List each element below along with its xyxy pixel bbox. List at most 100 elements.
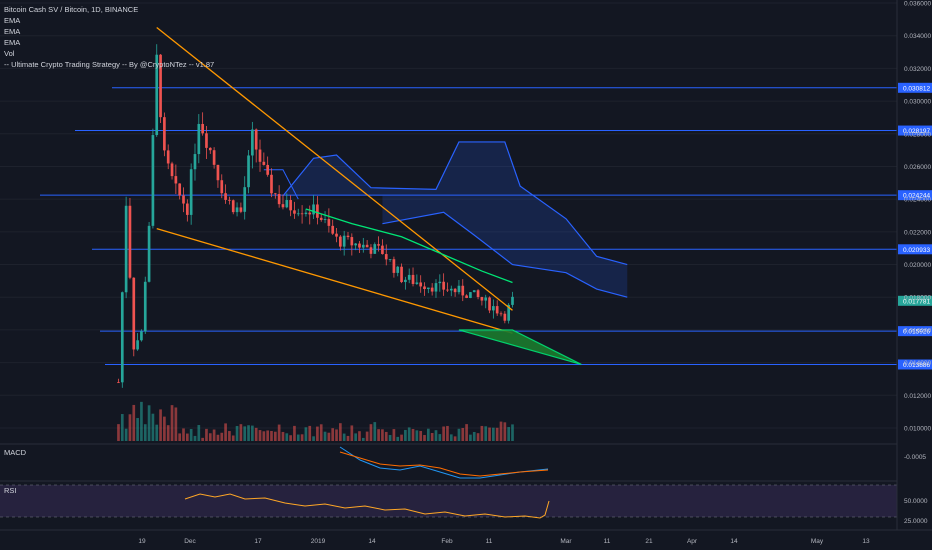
legend-ema-2[interactable]: EMA xyxy=(4,27,21,36)
volume-bar xyxy=(312,436,315,441)
legend-ema-3[interactable]: EMA xyxy=(4,38,21,47)
candle-body xyxy=(484,297,488,301)
y-tick-label: 0.016000 xyxy=(904,327,931,334)
chart-legend: Bitcoin Cash SV / Bitcoin, 1D, BINANCE E… xyxy=(4,4,214,70)
level-tag-label: 0.013886 xyxy=(903,362,930,369)
candle-body xyxy=(247,155,250,188)
macd-pane-label[interactable]: MACD xyxy=(4,448,27,457)
rsi-tick-label: 50.0000 xyxy=(904,498,928,505)
candle-body xyxy=(438,281,442,284)
candle-body xyxy=(503,313,507,321)
candle-body xyxy=(423,286,426,290)
cloud-lower-line xyxy=(382,211,628,298)
candle-body xyxy=(193,154,197,170)
legend-title[interactable]: Bitcoin Cash SV / Bitcoin, 1D, BINANCE xyxy=(4,5,139,14)
volume-bar xyxy=(231,435,235,441)
candle-body xyxy=(446,289,449,291)
candle-body xyxy=(442,281,445,290)
candle-body xyxy=(400,266,403,283)
candle-body xyxy=(174,176,178,184)
candle-body xyxy=(120,292,124,383)
volume-bar xyxy=(243,426,247,441)
candle-body xyxy=(384,254,388,260)
ema-line xyxy=(305,208,513,284)
candle-body xyxy=(499,313,503,315)
cloud-upper-line xyxy=(282,141,628,266)
y-tick-label: 0.010000 xyxy=(904,426,931,433)
candle-body xyxy=(388,259,392,260)
trendline-lower xyxy=(156,227,513,334)
candle-body xyxy=(170,163,174,177)
candle-body xyxy=(507,304,511,321)
price-axis[interactable]: 0.036000 0.034000 0.032000 0.030000 0.028000… xyxy=(896,0,931,530)
volume-bars xyxy=(117,401,514,441)
x-tick-label: Feb xyxy=(441,538,453,545)
volume-bar xyxy=(308,425,312,441)
volume-bar xyxy=(411,428,415,441)
volume-bar xyxy=(151,413,155,441)
candle-body xyxy=(354,243,357,246)
rsi-pane-label[interactable]: RSI xyxy=(4,486,17,495)
candle-body xyxy=(201,123,204,134)
candle-body xyxy=(434,283,438,292)
volume-bar xyxy=(235,425,239,441)
volume-bar xyxy=(300,434,304,441)
volume-bar xyxy=(361,437,365,441)
y-tick-label: 0.014000 xyxy=(904,360,931,367)
candle-body xyxy=(411,274,415,284)
level-tag-label: 0.015926 xyxy=(903,329,930,336)
volume-bar xyxy=(262,431,266,441)
volume-bar xyxy=(197,425,201,441)
cloud-band xyxy=(263,141,628,298)
legend-strategy[interactable]: -- Ultimate Crypto Trading Strategy -- B… xyxy=(4,60,215,69)
candle-body xyxy=(270,174,273,194)
volume-bar xyxy=(480,425,484,441)
volume-bar xyxy=(128,414,132,441)
candle-body xyxy=(461,285,465,296)
indicator-panes: -0.0005 50.0000 25.0000 xyxy=(0,443,928,525)
legend-ema-1[interactable]: EMA xyxy=(4,16,21,25)
y-tick-label: 0.034000 xyxy=(904,33,931,40)
candle-body xyxy=(312,204,315,215)
level-tag xyxy=(898,326,932,337)
horizontal-levels: 0.030812 0.028197 0.024244 0.020933 0.015926… xyxy=(40,82,932,370)
time-axis[interactable]: 19 Dec 17 2019 14 Feb 11 Mar 11 21 Apr 14 May 13 xyxy=(0,529,932,545)
x-tick-label: 2019 xyxy=(311,538,326,545)
volume-bar xyxy=(277,424,281,441)
volume-bar xyxy=(457,428,461,441)
volume-bar xyxy=(453,436,457,441)
y-tick-label: 0.026000 xyxy=(904,164,931,171)
candle-body xyxy=(469,292,472,298)
candle-body xyxy=(262,161,266,165)
rsi-line xyxy=(184,493,550,519)
level-tag-label: 0.024244 xyxy=(903,193,930,200)
volume-bar xyxy=(189,428,193,441)
volume-bar xyxy=(358,431,361,441)
volume-bar xyxy=(377,429,380,441)
candle-body xyxy=(415,282,419,284)
volume-bar xyxy=(319,424,323,441)
macd-signal-line xyxy=(339,451,549,477)
candle-body xyxy=(258,149,262,162)
candle-body xyxy=(285,200,289,208)
candle-body xyxy=(319,217,323,220)
volume-bar xyxy=(285,433,289,441)
volume-bar xyxy=(492,427,495,441)
candle-body xyxy=(472,290,476,293)
volume-bar xyxy=(339,423,342,441)
volume-bar xyxy=(293,425,296,441)
candle-body xyxy=(136,340,139,350)
volume-bar xyxy=(503,422,507,441)
volume-bar xyxy=(147,405,151,441)
x-tick-label: 14 xyxy=(730,538,738,545)
volume-bar xyxy=(124,428,128,441)
candle-body xyxy=(426,287,430,290)
legend-volume[interactable]: Vol xyxy=(4,49,15,58)
level-tag xyxy=(898,244,932,255)
candle-body xyxy=(197,123,201,155)
candle-body xyxy=(273,193,277,195)
candle-body xyxy=(124,205,128,293)
candle-body xyxy=(304,212,308,215)
volume-bar xyxy=(507,427,511,441)
